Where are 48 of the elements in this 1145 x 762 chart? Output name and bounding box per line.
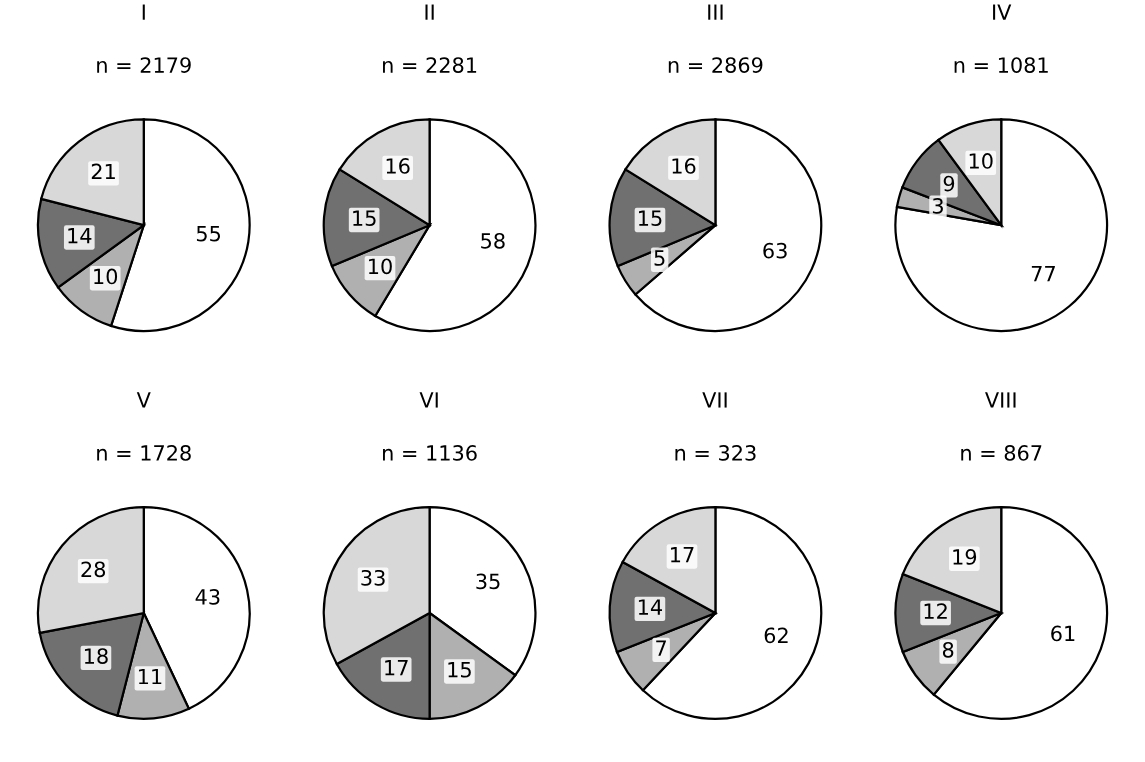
data-label: 3 (932, 197, 943, 214)
chart-subtitle: n = 2281 (383, 57, 477, 73)
data-label: 55 (196, 226, 221, 242)
data-label: 17 (671, 547, 694, 563)
chart-title: VIII (985, 392, 1016, 408)
data-label: 8 (942, 641, 954, 658)
chart-title: VII (702, 392, 727, 408)
data-label: 63 (763, 242, 787, 259)
data-label: 18 (84, 648, 108, 664)
data-label: 17 (385, 660, 408, 676)
chart-subtitle: n = 323 (675, 445, 756, 461)
chart-subtitle: n = 1081 (954, 57, 1048, 73)
data-label: 16 (386, 158, 410, 174)
data-label: 14 (68, 228, 92, 244)
data-label: 5 (654, 250, 665, 266)
data-label: 77 (1031, 266, 1055, 282)
data-label: 11 (138, 668, 162, 685)
chart-subtitle: n = 2179 (97, 57, 191, 73)
data-label: 10 (369, 258, 392, 275)
data-label: 7 (656, 640, 666, 656)
data-label: 43 (195, 588, 220, 605)
chart-title: II (425, 4, 434, 20)
chart-title: VI (419, 392, 438, 408)
chart-subtitle: n = 867 (961, 445, 1042, 461)
data-label: 15 (448, 662, 471, 678)
data-label: 62 (764, 627, 788, 644)
data-label: 35 (476, 573, 500, 590)
data-label: 28 (81, 561, 106, 578)
data-label: 9 (943, 175, 955, 192)
chart-title: III (708, 4, 723, 20)
data-label: 21 (91, 163, 115, 180)
data-label: 12 (924, 603, 947, 619)
data-label: 10 (94, 268, 118, 285)
data-label: 58 (481, 232, 505, 249)
data-label: 10 (969, 153, 993, 169)
data-label: 16 (672, 158, 696, 174)
data-label: 15 (639, 210, 662, 227)
data-label: 15 (353, 210, 376, 227)
chart-title: I (142, 4, 145, 20)
chart-subtitle: n = 2869 (668, 57, 763, 73)
data-label: 61 (1051, 625, 1075, 642)
chart-title: IV (993, 4, 1012, 20)
chart-subtitle: n = 1136 (383, 445, 477, 461)
chart-subtitle: n = 1728 (97, 445, 191, 461)
data-label: 19 (953, 549, 977, 565)
chart-title: V (136, 392, 151, 408)
data-label: 33 (361, 569, 385, 586)
data-label: 14 (638, 599, 662, 615)
